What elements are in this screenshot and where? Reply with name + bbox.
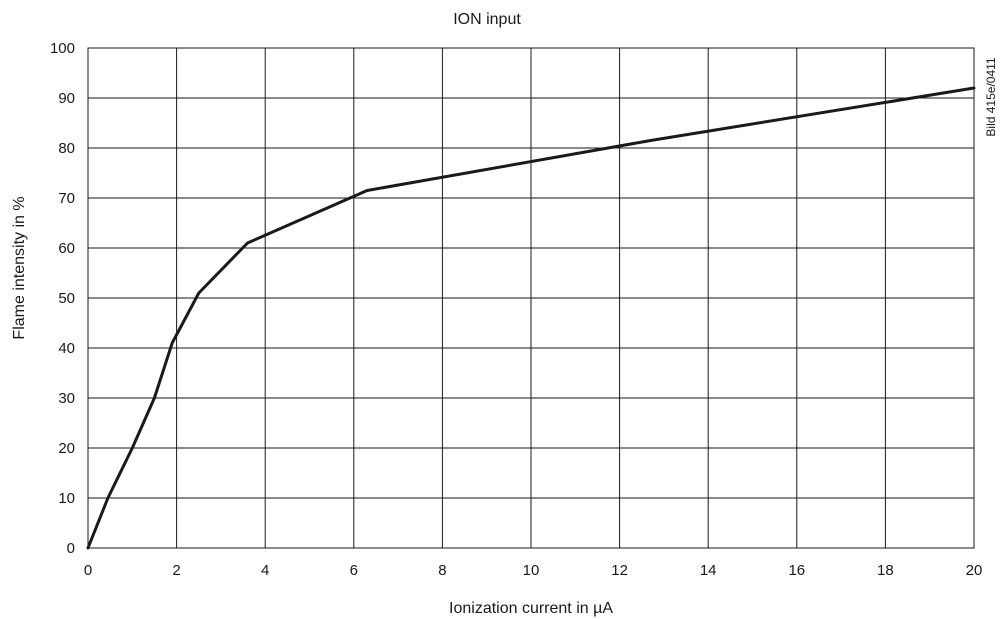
grid-lines	[87, 47, 975, 549]
y-axis-ticks: 0 10 20 30 40 50 60 70 80 90 100	[50, 40, 75, 557]
x-tick-label-1: 2	[172, 562, 180, 579]
x-tick-label-8: 16	[788, 562, 805, 579]
y-tick-label-2: 20	[58, 440, 75, 457]
y-tick-label-5: 50	[58, 290, 75, 307]
x-tick-label-3: 6	[350, 562, 358, 579]
x-tick-label-4: 8	[438, 562, 446, 579]
y-axis-label: Flame intensity in %	[11, 196, 28, 339]
x-tick-label-7: 14	[700, 562, 717, 579]
y-tick-label-3: 30	[58, 390, 75, 407]
x-tick-label-0: 0	[84, 562, 92, 579]
y-tick-label-8: 80	[58, 140, 75, 157]
x-tick-label-2: 4	[261, 562, 269, 579]
y-tick-label-1: 10	[58, 490, 75, 507]
x-tick-label-10: 20	[966, 562, 983, 579]
x-tick-label-9: 18	[877, 562, 894, 579]
x-axis-ticks: 0 2 4 6 8 10 12 14 16 18 20	[84, 562, 983, 579]
plot-frame	[87, 47, 975, 549]
y-tick-label-10: 100	[50, 40, 75, 57]
series-line	[86, 86, 976, 550]
chart-title: ION input	[453, 11, 521, 28]
y-tick-label-6: 60	[58, 240, 75, 257]
y-tick-label-4: 40	[58, 340, 75, 357]
x-tick-label-6: 12	[611, 562, 628, 579]
figure-reference-note: Bild 415e/0411	[984, 57, 998, 137]
x-axis-label: Ionization current in µA	[449, 600, 613, 617]
x-tick-label-5: 10	[523, 562, 540, 579]
y-tick-label-0: 0	[67, 540, 75, 557]
y-tick-label-9: 90	[58, 90, 75, 107]
y-tick-label-7: 70	[58, 190, 75, 207]
